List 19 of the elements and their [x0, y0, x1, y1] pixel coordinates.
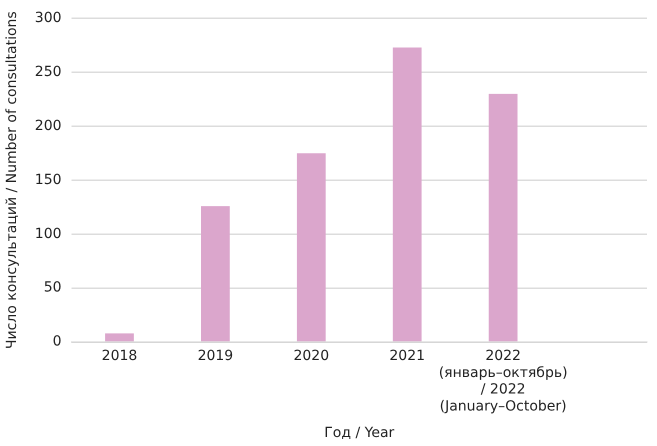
- x-tick-label: 2021: [389, 348, 426, 364]
- x-tick-label: 2019: [198, 348, 234, 364]
- y-tick-label: 100: [34, 226, 62, 242]
- bar: [201, 206, 230, 342]
- y-tick-label: 50: [44, 280, 62, 296]
- x-axis-title: Год / Year: [324, 425, 395, 442]
- bar: [105, 333, 134, 342]
- y-tick-label: 0: [52, 334, 62, 350]
- y-tick-label: 300: [34, 10, 62, 26]
- y-tick-label: 200: [34, 118, 62, 134]
- bar: [392, 48, 422, 342]
- x-tick-label: 2018: [102, 348, 138, 364]
- y-axis-title: Число консультаций / Number of consultations: [4, 11, 20, 350]
- y-tick-label: 150: [34, 172, 62, 188]
- x-tick-label: 2022 (январь–октябрь) / 2022 (January–October): [438, 348, 568, 414]
- bar: [296, 153, 326, 342]
- x-tick-label: 2020: [293, 348, 330, 364]
- y-tick-label: 250: [34, 64, 62, 80]
- bar: [488, 94, 518, 342]
